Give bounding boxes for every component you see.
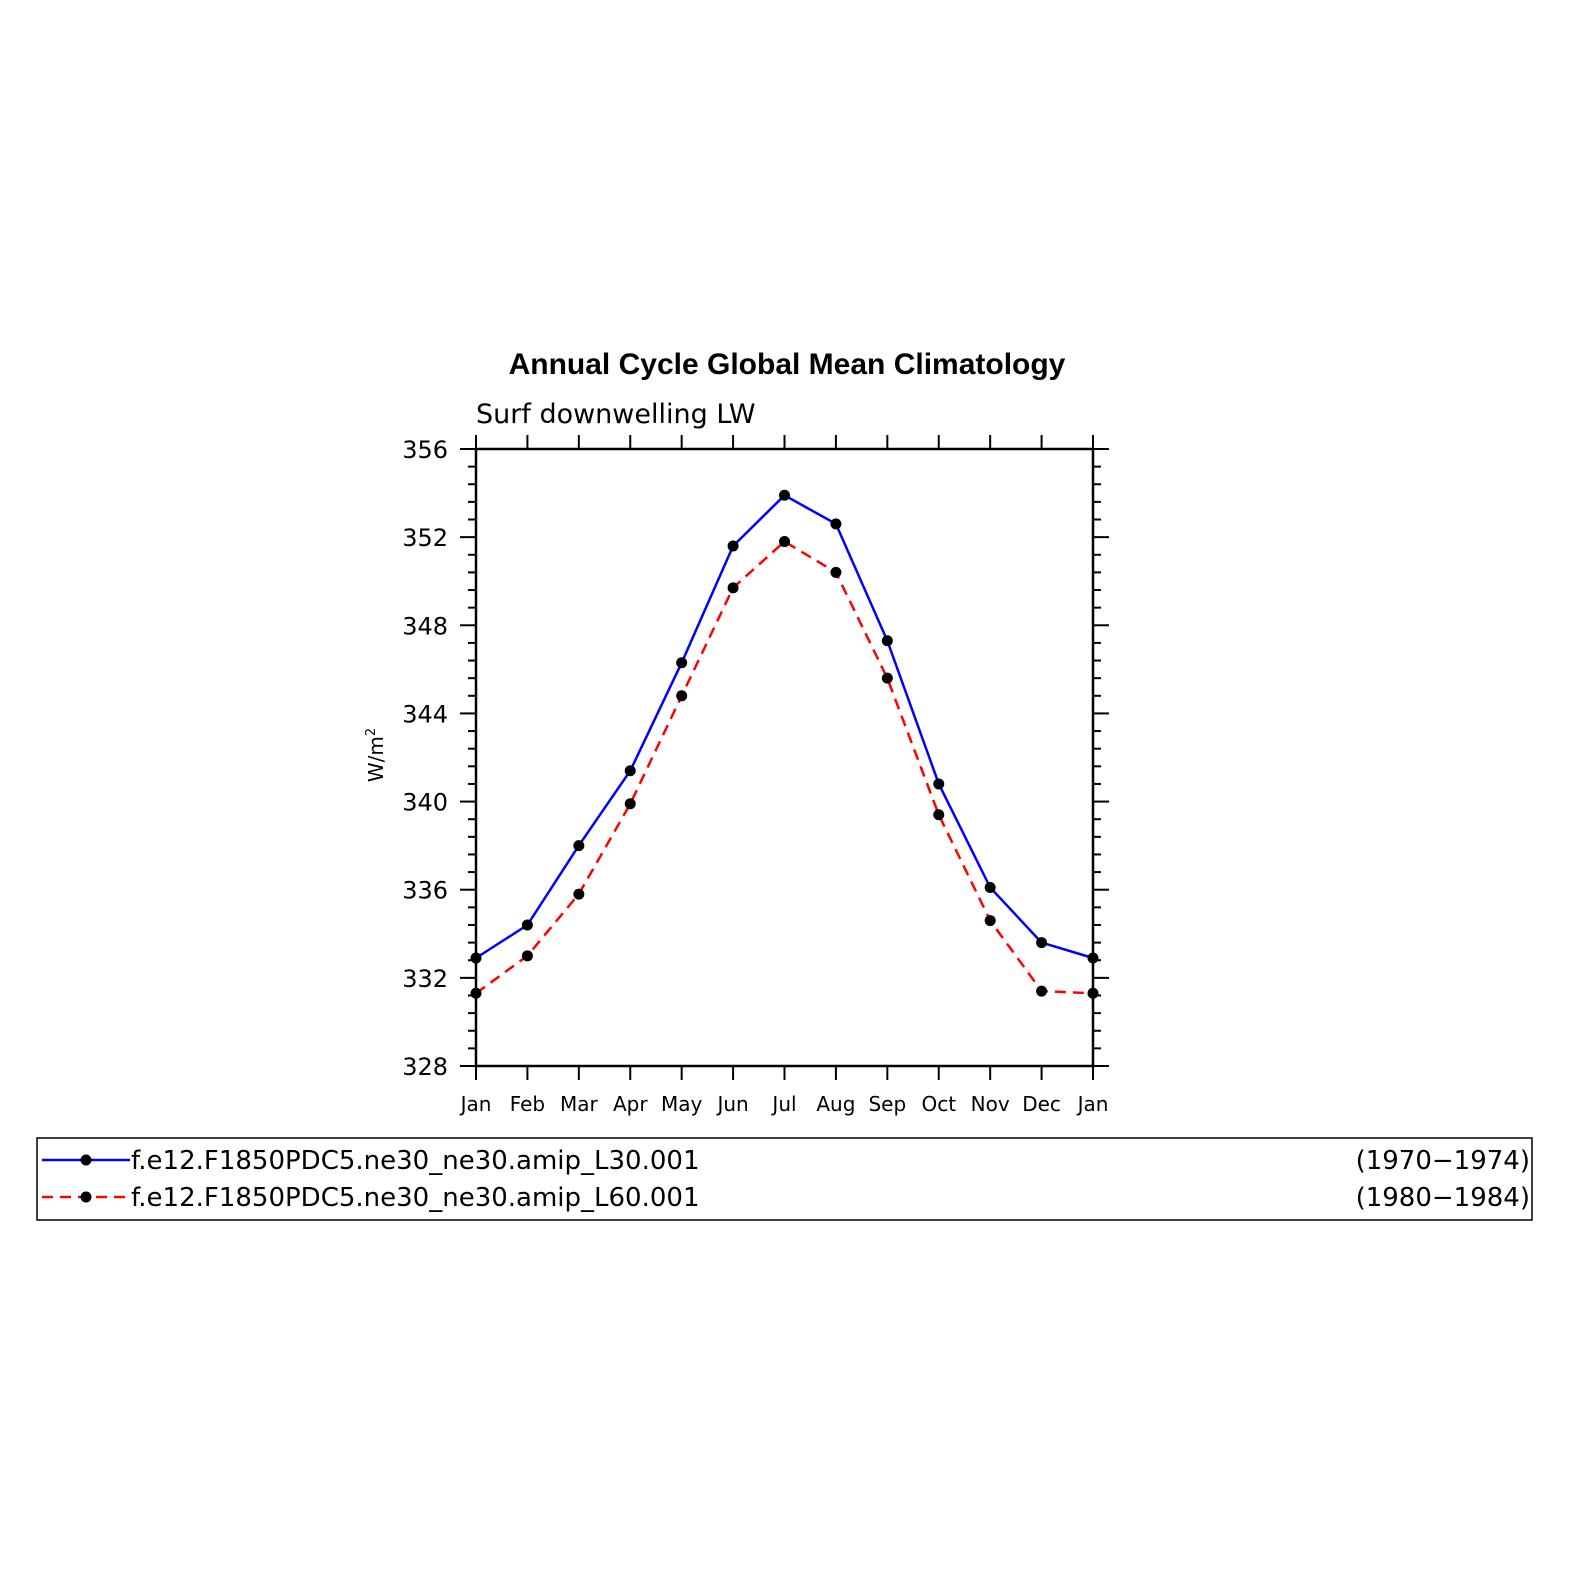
legend-marker <box>80 1154 92 1166</box>
data-point <box>1087 987 1099 999</box>
x-tick-label: Jan <box>1076 1092 1109 1116</box>
data-point <box>1087 952 1099 964</box>
y-tick-label: 328 <box>402 1053 448 1081</box>
x-tick-label: Oct <box>921 1092 956 1116</box>
data-point <box>521 919 533 931</box>
y-tick-label: 352 <box>402 524 448 552</box>
data-point <box>573 888 585 900</box>
data-point <box>881 672 893 684</box>
x-axis-ticks: Jan Feb Mar Apr May Jun Jul Aug Sep Oct Nov Dec Jan <box>459 435 1109 1116</box>
series-2 <box>470 536 1099 999</box>
x-tick-label: Jul <box>770 1092 796 1116</box>
legend-period: (1970−1974) <box>1356 1146 1530 1176</box>
x-tick-label: Apr <box>613 1092 648 1116</box>
series-line <box>475 540 1094 995</box>
chart-title: Annual Cycle Global Mean Climatology <box>509 348 1066 381</box>
x-tick-label: Dec <box>1022 1092 1061 1116</box>
series-line <box>475 494 1094 960</box>
x-tick-label: May <box>661 1092 703 1116</box>
x-tick-label: Aug <box>816 1092 855 1116</box>
x-tick-label: Nov <box>971 1092 1010 1116</box>
data-point <box>779 489 790 501</box>
data-point <box>573 840 585 852</box>
y-tick-label: 348 <box>402 612 448 640</box>
y-tick-label: 356 <box>402 436 448 464</box>
chart-subtitle: Surf downwelling LW <box>476 399 756 430</box>
data-point <box>624 798 636 810</box>
data-point <box>1036 937 1048 949</box>
legend-marker <box>80 1191 92 1203</box>
data-point <box>933 809 945 821</box>
legend-label: f.e12.F1850PDC5.ne30_ne30.amip_L30.001 <box>131 1146 699 1176</box>
legend-period: (1980−1984) <box>1356 1183 1530 1213</box>
x-tick-label: Mar <box>560 1092 599 1116</box>
data-point <box>984 882 996 894</box>
data-point <box>676 690 688 702</box>
legend-item-2: f.e12.F1850PDC5.ne30_ne30.amip_L60.001 (1… <box>42 1183 1530 1213</box>
x-tick-label: Feb <box>510 1092 545 1116</box>
series-layer <box>470 489 1099 999</box>
y-axis-label-unit: W/m <box>364 736 388 782</box>
y-axis-ticks: 328 332 336 340 344 348 352 356 <box>402 436 1109 1081</box>
x-tick-label: Sep <box>868 1092 906 1116</box>
data-point <box>624 765 636 777</box>
data-point <box>727 540 739 552</box>
legend-item-1: f.e12.F1850PDC5.ne30_ne30.amip_L30.001 (1… <box>42 1146 1530 1176</box>
x-tick-label: Jun <box>715 1092 748 1116</box>
y-tick-label: 340 <box>402 789 448 817</box>
data-point <box>470 987 482 999</box>
data-point <box>830 566 842 578</box>
data-point <box>984 915 996 927</box>
data-point <box>521 950 533 962</box>
data-point <box>470 952 482 964</box>
y-tick-label: 332 <box>402 965 448 993</box>
data-point <box>830 518 842 530</box>
data-point <box>881 635 893 647</box>
legend-label: f.e12.F1850PDC5.ne30_ne30.amip_L60.001 <box>131 1183 699 1213</box>
data-point <box>1036 985 1048 997</box>
data-point <box>727 582 739 594</box>
series-1 <box>470 489 1099 964</box>
y-tick-label: 336 <box>402 877 448 905</box>
y-axis-label: W/m2 <box>364 728 388 782</box>
data-point <box>676 657 688 669</box>
legend: f.e12.F1850PDC5.ne30_ne30.amip_L30.001 (1… <box>36 1137 1533 1221</box>
data-point <box>779 536 790 548</box>
legend-box <box>36 1137 1533 1221</box>
y-axis-label-superscript: 2 <box>364 728 379 736</box>
data-point <box>933 778 945 790</box>
y-tick-label: 344 <box>402 700 448 728</box>
x-tick-label: Jan <box>459 1092 492 1116</box>
